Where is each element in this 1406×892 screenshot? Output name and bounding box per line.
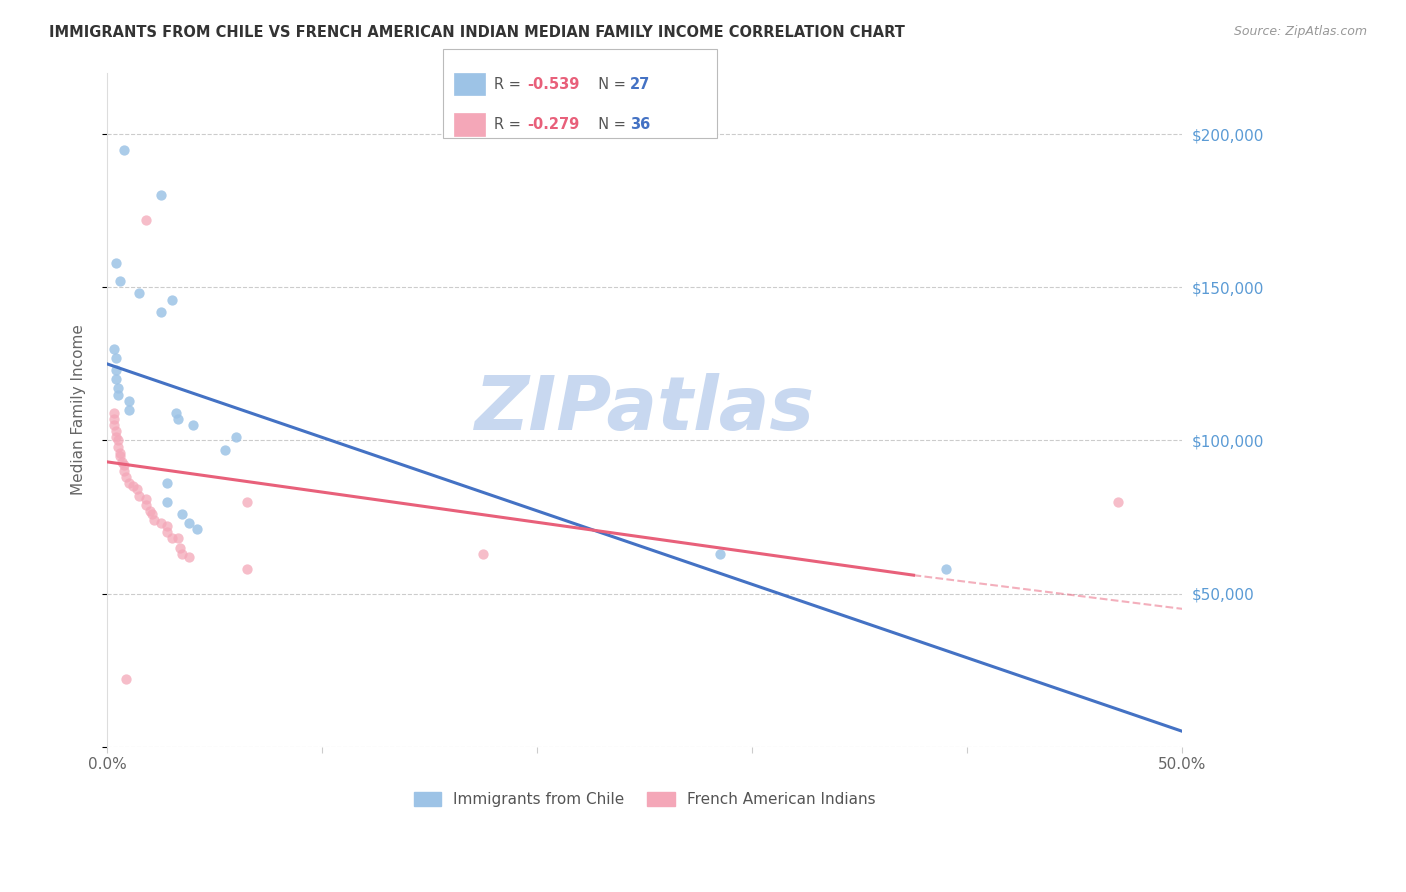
Point	[135, 498, 157, 512]
Point	[103, 406, 125, 420]
Text: IMMIGRANTS FROM CHILE VS FRENCH AMERICAN INDIAN MEDIAN FAMILY INCOME CORRELATION: IMMIGRANTS FROM CHILE VS FRENCH AMERICAN…	[49, 25, 905, 40]
Point	[236, 562, 259, 576]
Text: N =: N =	[589, 118, 631, 132]
Point	[172, 507, 194, 521]
Point	[172, 547, 194, 561]
Point	[160, 532, 183, 546]
Text: ZIPatlas: ZIPatlas	[475, 374, 814, 446]
Point	[143, 513, 166, 527]
Text: N =: N =	[589, 78, 631, 92]
Point	[472, 547, 495, 561]
Point	[177, 516, 200, 530]
Text: Source: ZipAtlas.com: Source: ZipAtlas.com	[1233, 25, 1367, 38]
Point	[149, 305, 172, 319]
Text: -0.539: -0.539	[527, 78, 579, 92]
Point	[236, 494, 259, 508]
Point	[108, 445, 131, 459]
Point	[122, 479, 145, 493]
Point	[117, 402, 139, 417]
Point	[165, 406, 187, 420]
Point	[935, 562, 957, 576]
Point	[128, 286, 150, 301]
Point	[112, 464, 135, 478]
Point	[111, 455, 134, 469]
Point	[214, 442, 236, 457]
Point	[104, 363, 127, 377]
Text: 36: 36	[630, 118, 650, 132]
Point	[115, 470, 138, 484]
Point	[128, 489, 150, 503]
Point	[156, 494, 179, 508]
Point	[156, 525, 179, 540]
Point	[160, 293, 183, 307]
Point	[139, 504, 162, 518]
Text: R =: R =	[494, 78, 524, 92]
Point	[177, 549, 200, 564]
Point	[104, 256, 127, 270]
Point	[108, 449, 131, 463]
Text: R =: R =	[494, 118, 524, 132]
Point	[103, 342, 125, 356]
Point	[107, 440, 129, 454]
Point	[107, 434, 129, 448]
Point	[181, 418, 204, 433]
Point	[149, 516, 172, 530]
Text: -0.279: -0.279	[527, 118, 579, 132]
Point	[167, 532, 190, 546]
Legend: Immigrants from Chile, French American Indians: Immigrants from Chile, French American I…	[408, 786, 882, 814]
Point	[156, 519, 179, 533]
Point	[107, 381, 129, 395]
Point	[135, 213, 157, 227]
Point	[167, 412, 190, 426]
Point	[169, 541, 191, 555]
Point	[141, 507, 163, 521]
Point	[115, 673, 138, 687]
Point	[709, 547, 731, 561]
Point	[107, 387, 129, 401]
Point	[149, 188, 172, 202]
Point	[103, 418, 125, 433]
Point	[127, 483, 149, 497]
Point	[104, 424, 127, 438]
Point	[1107, 494, 1129, 508]
Point	[108, 274, 131, 288]
Text: 27: 27	[630, 78, 650, 92]
Point	[112, 458, 135, 472]
Point	[117, 476, 139, 491]
Point	[112, 143, 135, 157]
Point	[103, 412, 125, 426]
Point	[135, 491, 157, 506]
Point	[104, 351, 127, 365]
Point	[117, 393, 139, 408]
Point	[104, 430, 127, 444]
Point	[225, 430, 247, 444]
Point	[186, 522, 208, 536]
Point	[156, 476, 179, 491]
Point	[104, 372, 127, 386]
Y-axis label: Median Family Income: Median Family Income	[72, 325, 86, 495]
